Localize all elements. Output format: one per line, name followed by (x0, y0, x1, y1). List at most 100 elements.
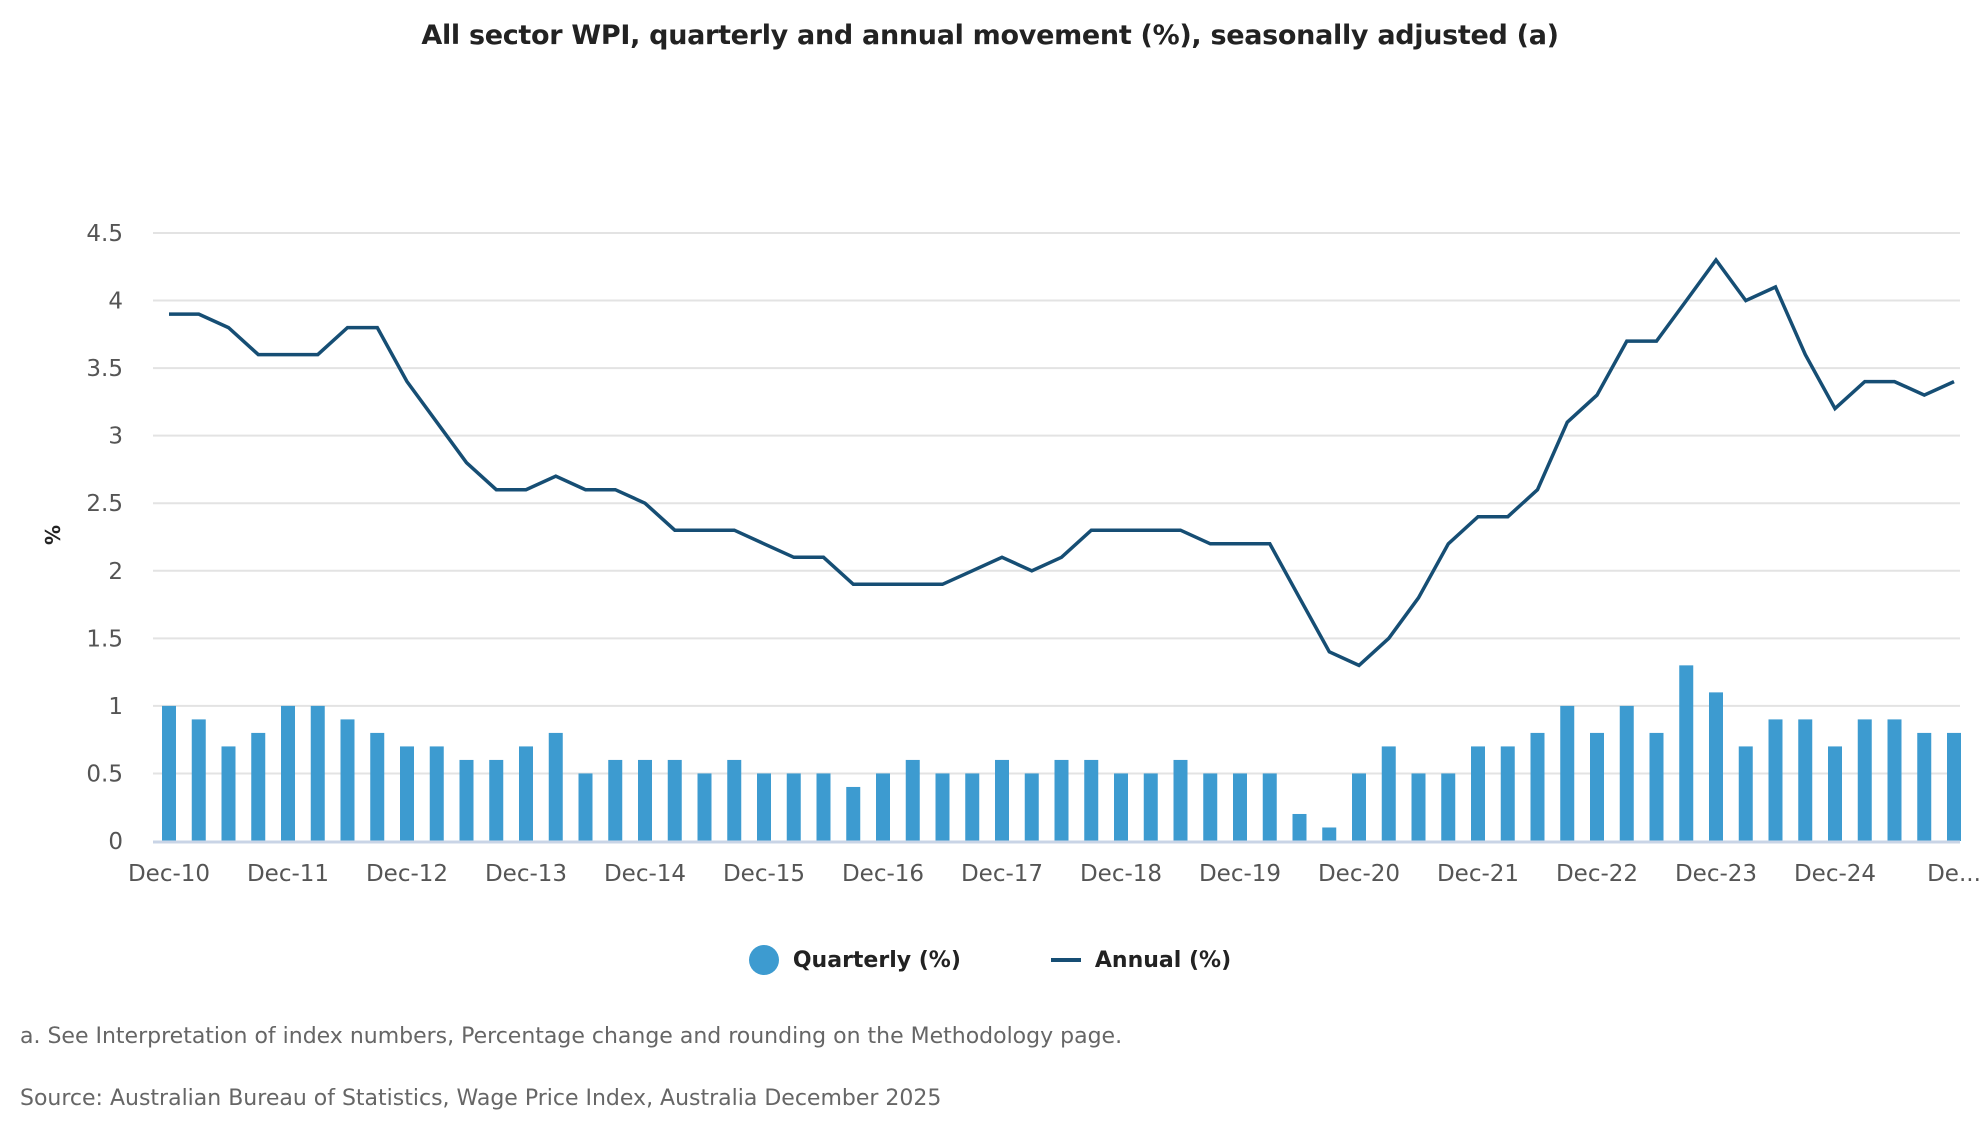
quarterly-bar (667, 759, 682, 841)
quarterly-bar (995, 759, 1009, 841)
quarterly-bar (1114, 773, 1128, 841)
quarterly-bar (1500, 746, 1515, 841)
quarterly-bar (519, 746, 533, 841)
quarterly-bar (1024, 773, 1039, 841)
quarterly-bar (1381, 746, 1396, 841)
quarterly-bars (162, 665, 1961, 841)
gridlines (153, 232, 1960, 775)
x-tick-label: Dec-12 (366, 861, 448, 887)
quarterly-bar (1947, 732, 1961, 841)
x-tick-label: Dec-20 (1318, 861, 1400, 887)
quarterly-bar (310, 705, 325, 841)
quarterly-bar (1441, 773, 1456, 841)
x-tick-label: Dec-17 (961, 861, 1043, 887)
x-tick-label: Dec-11 (247, 861, 329, 887)
footnote-a: a. See Interpretation of index numbers, … (20, 1024, 1123, 1049)
quarterly-bar (846, 786, 861, 841)
quarterly-bar (162, 705, 176, 841)
quarterly-bar (1679, 665, 1694, 841)
quarterly-bar (191, 719, 206, 841)
legend-line-icon (1050, 958, 1081, 962)
legend-item-quarterly[interactable]: Quarterly (%) (748, 945, 961, 975)
quarterly-bar (697, 773, 712, 841)
x-tick-label: Dec-22 (1556, 861, 1638, 887)
y-axis-label: % (41, 525, 65, 545)
x-tick-label: Dec-19 (1199, 861, 1281, 887)
quarterly-bar (1262, 773, 1277, 841)
quarterly-bar (816, 773, 831, 841)
y-tick-label: 0.5 (86, 761, 123, 787)
legend: Quarterly (%) Annual (%) (0, 945, 1980, 975)
x-tick-label: Dec-18 (1080, 861, 1162, 887)
legend-label-quarterly: Quarterly (%) (792, 947, 961, 973)
y-tick-label: 0 (108, 829, 123, 855)
legend-circle-icon (748, 945, 779, 975)
quarterly-bar (1887, 719, 1902, 841)
quarterly-bar (1619, 705, 1634, 841)
quarterly-bar (1471, 746, 1485, 841)
quarterly-bar (1143, 773, 1158, 841)
quarterly-bar (548, 732, 563, 841)
quarterly-bar (1590, 732, 1604, 841)
x-tick-label: Dec-14 (604, 861, 686, 887)
quarterly-bar (1203, 773, 1218, 841)
chart-plot: 0 0.5 1 1.5 2 2.5 3 3.5 4 4.5 % Dec-10 Dec-11 Dec-1… (41, 221, 1980, 887)
quarterly-bar (1352, 773, 1366, 841)
y-axis-ticks: 0 0.5 1 1.5 2 2.5 3 3.5 4 4.5 (86, 221, 123, 855)
x-tick-label: Dec-15 (723, 861, 805, 887)
quarterly-bar (905, 759, 920, 841)
quarterly-bar (1233, 773, 1247, 841)
y-tick-label: 4.5 (86, 221, 123, 247)
quarterly-bar (638, 759, 652, 841)
quarterly-bar (400, 746, 414, 841)
x-axis-ticks: Dec-10 Dec-11 Dec-12 Dec-13 Dec-14 Dec-15 Dec-… (128, 861, 1980, 887)
quarterly-bar (429, 746, 444, 841)
quarterly-bar (1649, 732, 1664, 841)
quarterly-bar (1084, 759, 1099, 841)
y-tick-label: 1 (108, 694, 123, 720)
quarterly-bar (1054, 759, 1069, 841)
y-tick-label: 2 (108, 559, 123, 585)
quarterly-bar (965, 773, 980, 841)
quarterly-bar (340, 719, 355, 841)
y-tick-label: 3.5 (86, 356, 123, 382)
x-tick-label: Dec-23 (1675, 861, 1757, 887)
x-tick-label: Dec-21 (1437, 861, 1519, 887)
quarterly-bar (1798, 719, 1813, 841)
annual-line-series (169, 257, 1955, 668)
quarterly-bar (876, 773, 890, 841)
quarterly-bar (1768, 719, 1783, 841)
quarterly-bar (1292, 813, 1307, 841)
quarterly-bar (221, 746, 236, 841)
quarterly-bar (1828, 746, 1842, 841)
quarterly-bar (757, 773, 771, 841)
legend-label-annual: Annual (%) (1094, 947, 1232, 973)
x-tick-label: De... (1927, 861, 1980, 887)
quarterly-bar (281, 705, 295, 841)
y-tick-label: 1.5 (86, 626, 123, 652)
quarterly-bar (1917, 732, 1932, 841)
quarterly-bar (1173, 759, 1188, 841)
quarterly-bar (1411, 773, 1426, 841)
quarterly-bar (727, 759, 742, 841)
quarterly-bar (370, 732, 385, 841)
quarterly-bar (786, 773, 801, 841)
quarterly-bar (1322, 827, 1337, 841)
quarterly-bar (251, 732, 266, 841)
quarterly-bar (935, 773, 950, 841)
y-tick-label: 3 (108, 424, 123, 450)
chart-title: All sector WPI, quarterly and annual mov… (421, 20, 1559, 51)
legend-item-annual[interactable]: Annual (%) (1050, 947, 1232, 973)
quarterly-bar (1709, 692, 1723, 841)
source-note: Source: Australian Bureau of Statistics,… (20, 1086, 942, 1111)
y-tick-label: 2.5 (86, 491, 123, 517)
quarterly-bar (1857, 719, 1872, 841)
quarterly-bar (489, 759, 504, 841)
quarterly-bar (578, 773, 593, 841)
x-tick-label: Dec-10 (128, 861, 210, 887)
quarterly-bar (1738, 746, 1753, 841)
quarterly-bar (608, 759, 623, 841)
y-tick-label: 4 (108, 289, 123, 315)
quarterly-bar (1530, 732, 1545, 841)
quarterly-bar (459, 759, 474, 841)
